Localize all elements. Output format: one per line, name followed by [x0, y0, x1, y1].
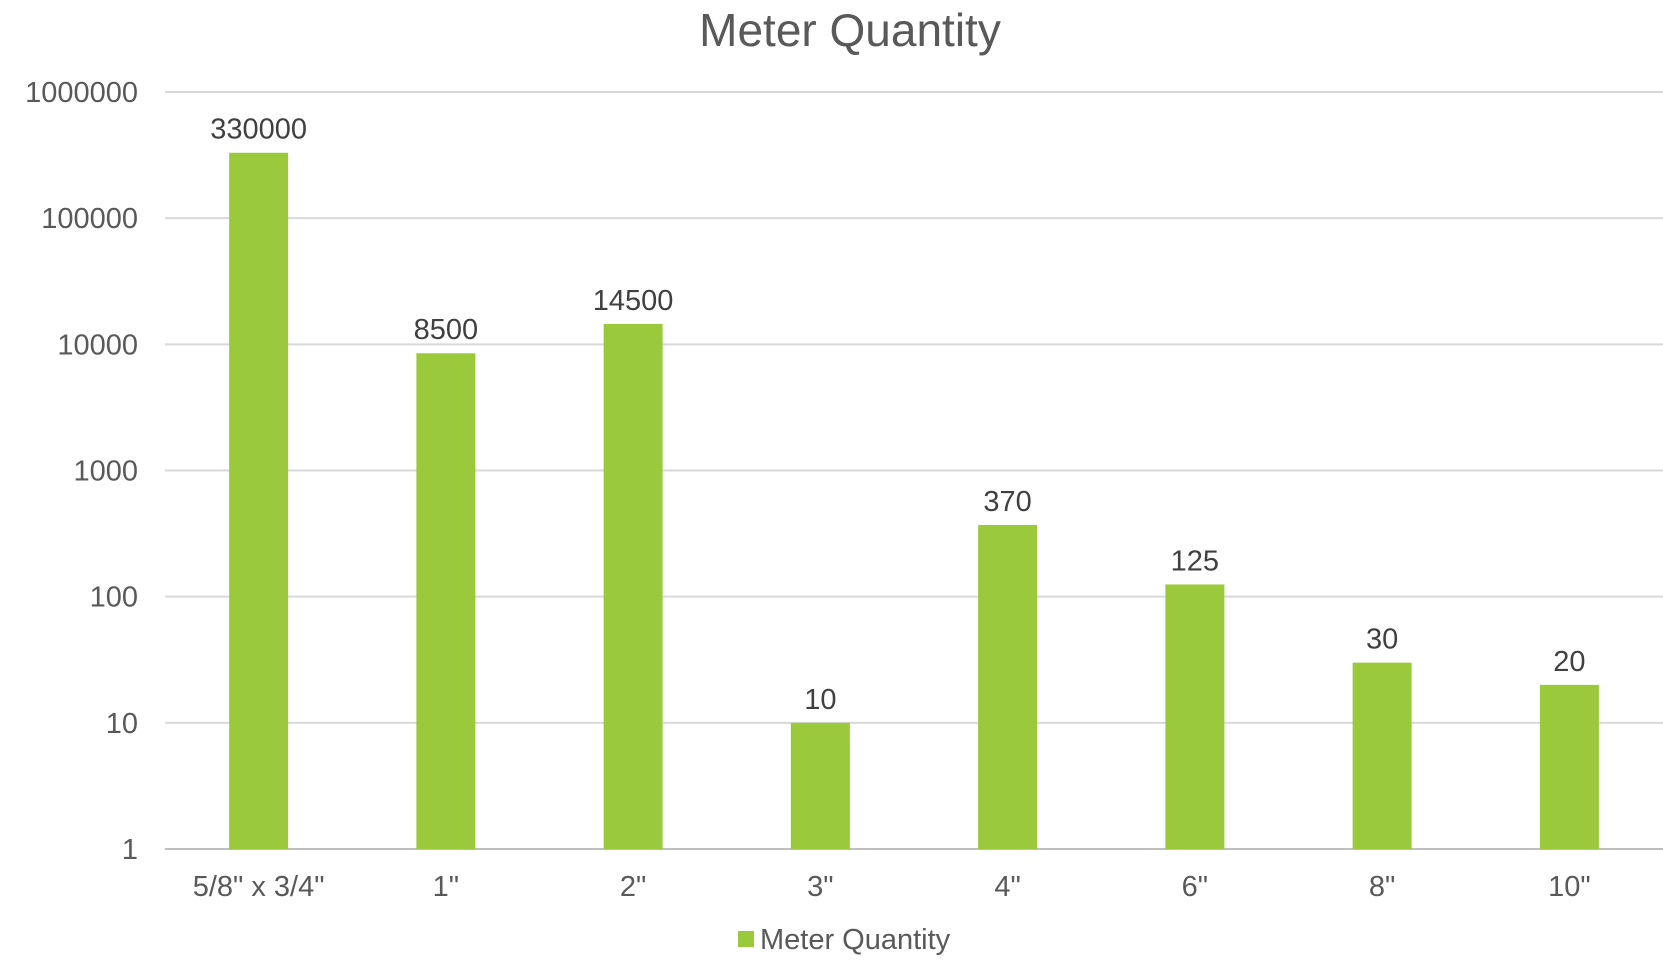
- x-tick-label: 6": [1182, 871, 1208, 903]
- data-label: 330000: [210, 114, 307, 146]
- data-label: 14500: [593, 285, 674, 317]
- bar: [1352, 662, 1412, 849]
- y-tick-label: 1000: [73, 456, 138, 488]
- y-tick-label: 1000000: [25, 77, 138, 109]
- bar: [1539, 684, 1599, 849]
- x-tick-label: 3": [807, 871, 833, 903]
- bar: [603, 323, 663, 849]
- gridlines: [165, 91, 1663, 850]
- x-tick-label: 1": [433, 871, 459, 903]
- y-tick-label: 100: [90, 582, 138, 614]
- bar: [1165, 584, 1225, 849]
- data-labels: 330000 8500 14500 10 370 125 30 20: [210, 114, 1585, 716]
- data-label: 370: [983, 486, 1031, 518]
- x-tick-label: 2": [620, 871, 646, 903]
- x-tick-label: 10": [1548, 871, 1591, 903]
- x-axis-tick-labels: 5/8" x 3/4" 1" 2" 3" 4" 6" 8" 10": [193, 871, 1591, 903]
- bar: [978, 524, 1038, 849]
- data-label: 30: [1366, 624, 1398, 656]
- x-tick-label: 8": [1369, 871, 1395, 903]
- y-tick-label: 10: [106, 708, 138, 740]
- y-tick-label: 100000: [41, 203, 138, 235]
- bar: [790, 722, 850, 849]
- data-label: 8500: [414, 314, 479, 346]
- y-tick-label: 10000: [57, 329, 138, 361]
- x-tick-label: 4": [994, 871, 1020, 903]
- legend-label: Meter Quantity: [760, 924, 951, 956]
- bar: [229, 152, 289, 849]
- data-label: 125: [1171, 545, 1219, 577]
- legend-swatch: [738, 931, 754, 947]
- legend: Meter Quantity: [738, 924, 951, 956]
- bar: [416, 353, 476, 849]
- y-axis-tick-labels: 1 10 100 1000 10000 100000 1000000: [25, 77, 138, 866]
- bars: [229, 152, 1599, 849]
- x-tick-label: 5/8" x 3/4": [193, 871, 325, 903]
- y-tick-label: 1: [122, 834, 138, 866]
- data-label: 10: [804, 684, 836, 716]
- data-label: 20: [1553, 646, 1585, 678]
- chart-title: Meter Quantity: [699, 4, 1001, 56]
